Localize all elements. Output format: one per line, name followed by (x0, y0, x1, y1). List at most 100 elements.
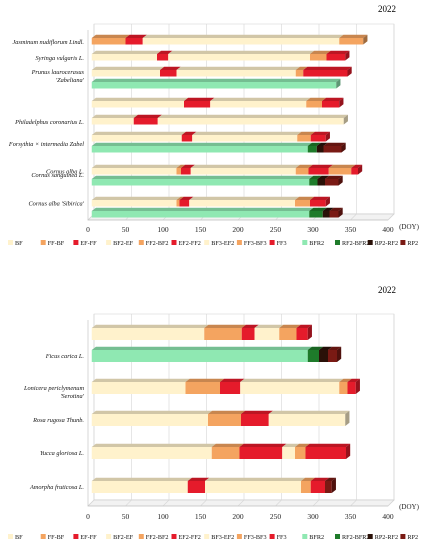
bar-front-face (181, 135, 193, 142)
bar-top-face (310, 477, 330, 481)
bar-segment-ff3 (305, 443, 351, 459)
row-label: 'Serotina' (60, 393, 84, 400)
legend-swatch (302, 240, 308, 245)
row-label: Prunus laurocerasus (31, 69, 85, 76)
row-label: Cornus alba L. (46, 168, 84, 175)
legend-swatch (171, 534, 177, 539)
legend-label: FF3 (277, 240, 287, 247)
bar-front-face (189, 200, 295, 207)
bar-front-face (329, 211, 339, 218)
x-tick-label: 200 (232, 512, 244, 521)
bar-front-face (192, 135, 298, 142)
bar-top-face (91, 78, 341, 82)
bar-end-face (355, 378, 360, 394)
gridline-floor (350, 213, 357, 221)
bar-front-face (309, 179, 318, 186)
bar-end-face (339, 97, 344, 108)
legend-swatch (8, 534, 13, 539)
legend-label: BF3-EF2 (211, 534, 234, 541)
bar-top-face (310, 131, 330, 135)
bar-end-face (345, 50, 350, 61)
bar-segment-ef2-ff2 (241, 324, 259, 340)
bar-segment-bf2-ef (91, 196, 181, 207)
bar-front-face (91, 447, 212, 459)
row-label: Ficus carica L. (45, 353, 84, 360)
bar-front-face (339, 38, 364, 45)
gridline-floor (200, 499, 207, 507)
bar-segment-ff2-bf2 (176, 196, 184, 207)
x-tick-label: 400 (382, 512, 394, 521)
x-tick-label: 400 (382, 225, 394, 234)
bar-front-face (305, 447, 346, 459)
bar-segment-ef2-ff2 (326, 50, 350, 61)
bar-top-face (91, 142, 312, 146)
bar-top-face (91, 196, 181, 200)
bar-segment-ff3 (347, 378, 360, 394)
bar-segment-bf2-ef (205, 477, 306, 493)
bar-top-face (240, 378, 344, 382)
bar-top-face (184, 97, 215, 101)
bar-segment-ef2-ff2 (241, 410, 273, 426)
bar-segment-ff2-bf2 (295, 66, 308, 77)
bar-segment-bf3-ef2 (268, 410, 350, 426)
bar-segment-bf2-ef (91, 66, 165, 77)
chart-upper-panel: 2022 0 50 100 150 200 250 300 350 400 (DOY) Jasminu… (8, 4, 420, 247)
bar-front-face (208, 414, 241, 426)
bar-segment-bfr2 (91, 78, 341, 89)
bar-top-face (176, 196, 184, 200)
gridline-floor (387, 213, 395, 221)
bar-segment-ff2-bf2 (204, 324, 246, 340)
bar-segment-ff-bf (91, 34, 130, 45)
bar-front-face (91, 350, 308, 362)
legend-label: BF2-EF (113, 240, 134, 247)
bar-front-face (316, 146, 324, 153)
bar-front-face (310, 135, 326, 142)
legend-label: BF (15, 534, 23, 541)
bar-top-face (91, 66, 165, 70)
legend-swatch (171, 240, 177, 245)
legend-label: EF2-FF2 (179, 240, 201, 247)
bar-top-face (310, 50, 331, 54)
legend-swatch (138, 240, 144, 245)
bar-segment-rp2-rf2 (319, 346, 333, 362)
row-label: Rosa rugosa Thunb. (32, 417, 84, 424)
bar-segment-bf2-ef (91, 443, 216, 459)
bar-segment-ff2-bf2 (208, 410, 246, 426)
bar-top-face (322, 97, 344, 101)
legend-swatch (367, 534, 373, 539)
bar-segment-bfr2 (91, 142, 312, 153)
bar-top-face (339, 34, 368, 38)
bar-top-face (91, 207, 314, 211)
gridline-floor (237, 499, 245, 507)
bar-end-face (331, 477, 336, 493)
bar-segment-rp2 (323, 142, 346, 153)
bar-segment-bf2-ef (168, 50, 315, 61)
bar-top-face (309, 207, 327, 211)
bar-front-face (295, 168, 309, 175)
bar-top-face (307, 346, 324, 350)
bar-top-face (307, 142, 321, 146)
bar-front-face (91, 70, 160, 77)
bar-segment-bf2-ef (189, 196, 300, 207)
bar-front-face (326, 54, 346, 61)
bar-top-face (91, 346, 312, 350)
bar-front-face (309, 211, 323, 218)
legend-swatch (400, 534, 406, 539)
legend-swatch (236, 534, 242, 539)
bar-front-face (91, 82, 337, 89)
gridline-floor (125, 499, 132, 507)
gridline-floor (387, 499, 395, 507)
bar-top-face (157, 50, 173, 54)
bar-segment-rf2-bfr2 (309, 175, 322, 186)
bar-segment-ff2-bf2 (295, 164, 313, 175)
bar-front-face (325, 481, 332, 493)
legend-label: FF-BF (48, 240, 65, 247)
bar-segment-rp2 (325, 477, 336, 493)
bar-top-face (296, 324, 312, 328)
bar-front-face (241, 328, 255, 340)
bar-front-face (91, 135, 182, 142)
bar-segment-bf2-ef (142, 34, 344, 45)
bar-segment-bfr2 (91, 175, 314, 186)
bar-top-face (326, 50, 350, 54)
bar-segment-ff2-bf2 (295, 196, 315, 207)
